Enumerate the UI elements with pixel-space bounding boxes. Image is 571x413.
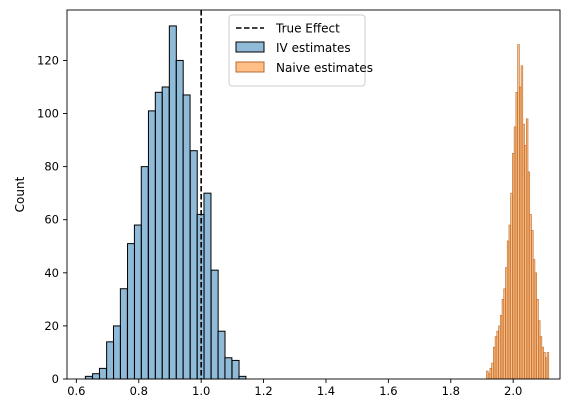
iv-estimates-bar-6 (127, 243, 136, 380)
y-axis-label: Count (13, 176, 27, 212)
iv-estimates-bar-8 (140, 166, 149, 380)
iv-estimates-bar-10 (154, 91, 163, 380)
iv-estimates-bar-5 (119, 288, 128, 380)
x-tick-label-2: 1.0 (192, 384, 210, 398)
y-tick-label-4: 80 (44, 160, 59, 174)
y-tick-label-5: 100 (37, 107, 59, 121)
iv-estimates-bar-17 (203, 192, 212, 380)
x-tick-label-4: 1.4 (317, 384, 335, 398)
iv-estimates-bar-3 (106, 341, 115, 380)
y-tick-label-1: 20 (44, 319, 59, 333)
iv-estimates-bar-14 (182, 94, 191, 380)
y-tick-label-2: 40 (44, 266, 59, 280)
x-tick-label-5: 1.6 (379, 384, 397, 398)
iv-estimates-bar-1 (92, 373, 101, 380)
legend-label-iv-estimates: IV estimates (276, 41, 351, 55)
iv-estimates-bar-7 (133, 224, 142, 380)
iv-estimates-bar-4 (112, 325, 121, 380)
y-tick-label-3: 60 (44, 213, 59, 227)
legend: True Effect IV estimates Naive estimates (228, 14, 373, 87)
iv-estimates-bar-11 (161, 86, 170, 380)
y-tick-label-0: 0 (52, 372, 59, 386)
iv-estimates-bar-20 (224, 357, 233, 380)
x-tick-label-0: 0.6 (67, 384, 85, 398)
x-tick-label-3: 1.2 (254, 384, 272, 398)
iv-estimates-bar-19 (217, 330, 226, 380)
iv-estimates-bar-12 (168, 25, 177, 380)
iv-estimates-bar-9 (147, 110, 156, 380)
x-tick-label-1: 0.8 (130, 384, 148, 398)
y-tick-label-6: 120 (37, 53, 59, 67)
plot-frame (66, 9, 561, 380)
iv-estimates-bar-2 (98, 367, 107, 380)
legend-swatch-naive-estimates (235, 61, 265, 73)
legend-label-naive-estimates: Naive estimates (276, 61, 373, 75)
y-axis: 0 20 40 60 80 100 120 (37, 53, 67, 386)
naive-estimates-bar-35 (546, 352, 550, 380)
iv-estimates-bar-13 (175, 59, 184, 380)
x-axis: 0.6 0.8 1.0 1.2 1.4 1.6 1.8 2.0 (67, 379, 522, 398)
legend-label-true-effect: True Effect (275, 22, 340, 36)
x-tick-label-6: 1.8 (442, 384, 460, 398)
iv-estimates-bar-21 (231, 359, 240, 380)
iv-estimates-bar-15 (189, 150, 198, 380)
bars-layer (84, 25, 550, 380)
iv-estimates-bar-18 (210, 269, 219, 380)
x-tick-label-7: 2.0 (504, 384, 522, 398)
legend-swatch-iv-estimates (235, 41, 265, 53)
